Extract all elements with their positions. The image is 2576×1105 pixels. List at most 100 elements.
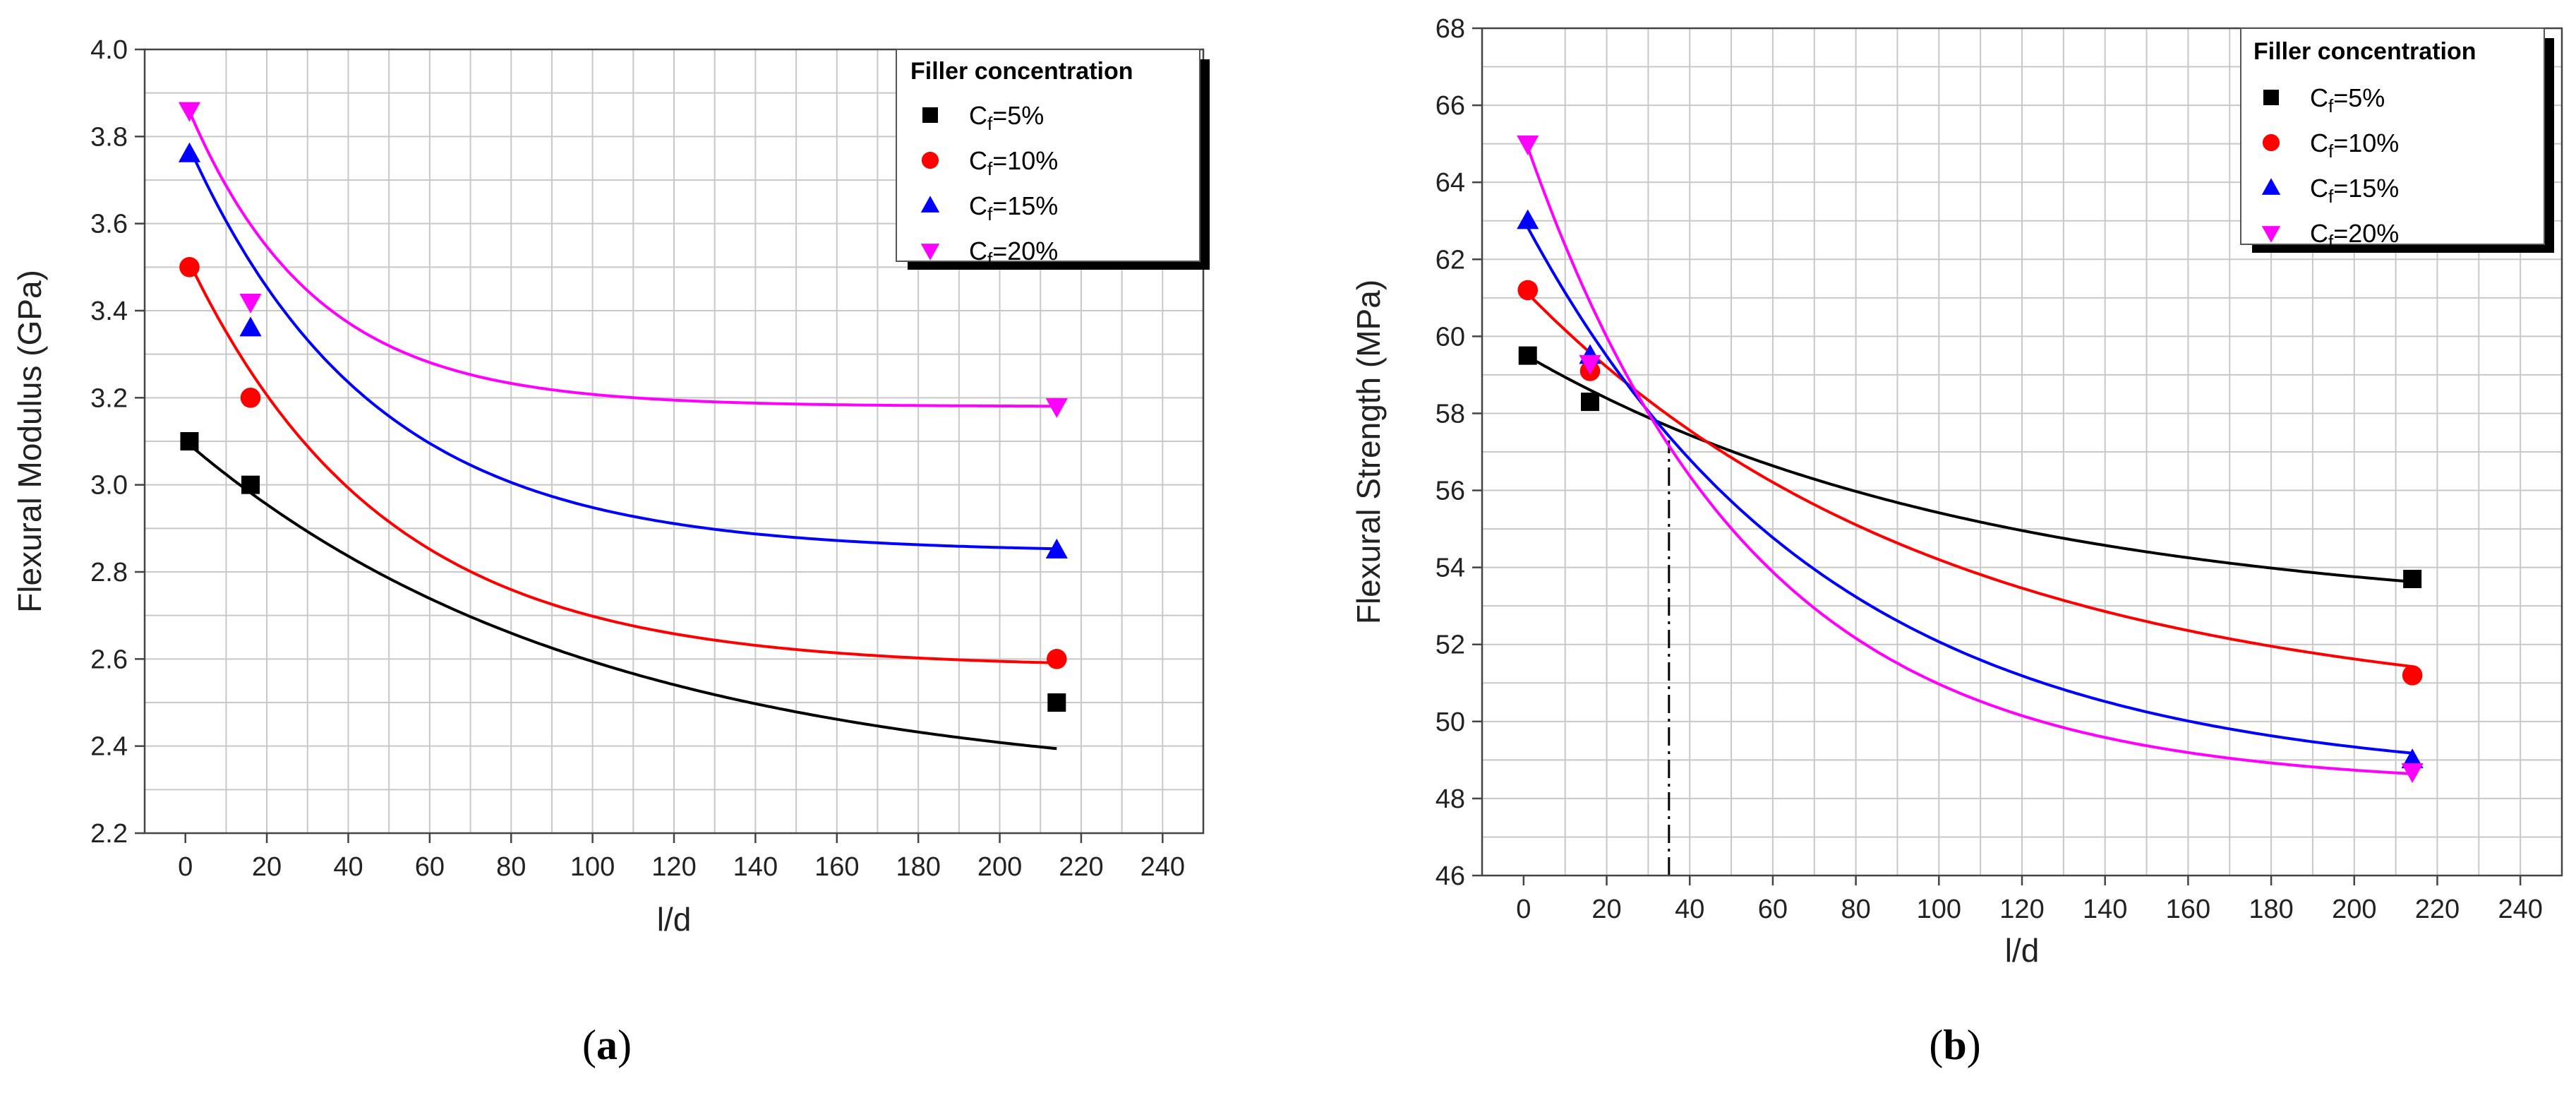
x-tick-label: 80 — [496, 852, 526, 882]
fit-curve-cf5 — [1527, 355, 2413, 583]
y-tick-label: 52 — [1436, 631, 1465, 660]
axes-a — [135, 48, 1205, 843]
x-tick-label: 120 — [1999, 895, 2044, 924]
x-tick-labels-a: 0 20 40 60 80 100 120 140 160 180 200 220 240 — [178, 852, 1185, 882]
data-point — [1045, 398, 1068, 418]
data-point — [2402, 665, 2423, 686]
x-tick-label: 120 — [651, 852, 696, 882]
x-tick-label: 240 — [1140, 852, 1185, 882]
legend-label: Cf=15% — [2310, 174, 2399, 207]
x-tick-label: 220 — [1059, 852, 1103, 882]
x-tick-label: 0 — [178, 852, 193, 882]
y-tick-label: 2.8 — [90, 558, 128, 587]
chart-b: 0 20 40 60 80 100 120 140 160 180 200 220 240 46 48 50… — [1350, 14, 2563, 969]
y-tick-label: 56 — [1436, 477, 1465, 506]
fit-curves-a — [188, 110, 1057, 751]
data-point — [1517, 135, 1539, 155]
x-tick-label: 160 — [814, 852, 859, 882]
fit-curve-cf15 — [188, 147, 1057, 551]
data-point — [240, 388, 261, 408]
data-point — [1047, 693, 1066, 712]
x-tick-label: 200 — [2332, 895, 2376, 924]
legend-title-a: Filler concentration — [910, 58, 1133, 85]
legend-marker — [2263, 90, 2279, 105]
x-tick-label: 220 — [2415, 895, 2460, 924]
y-tick-labels-b: 46 48 50 52 54 56 58 60 62 64 66 68 — [1436, 14, 1465, 891]
legend-items-a: Cf=5% Cf=10% Cf=15% Cf=20% — [920, 101, 1058, 270]
x-tick-label: 180 — [896, 852, 940, 882]
caption-a-open: ( — [582, 1022, 596, 1068]
legend-box-b — [2240, 28, 2545, 245]
x-tick-label: 140 — [2083, 895, 2127, 924]
y-tick-label: 4.0 — [90, 35, 128, 65]
legend-box-a — [896, 49, 1200, 262]
data-point — [2401, 763, 2424, 783]
legend-label: Cf=5% — [969, 101, 1044, 134]
y-axis-label-a: Flexural Modulus (GPa) — [11, 270, 48, 613]
x-tick-label: 0 — [1516, 895, 1531, 924]
legend-label: Cf=10% — [2310, 129, 2399, 162]
y-tick-label: 66 — [1436, 91, 1465, 121]
legend-label: Cf=20% — [2310, 219, 2399, 252]
legend-label: Cf=5% — [2310, 83, 2385, 117]
y-tick-label: 3.6 — [90, 210, 128, 239]
x-tick-label: 100 — [1917, 895, 1961, 924]
fit-curve-cf10 — [188, 262, 1057, 664]
legend-marker — [2261, 226, 2281, 243]
y-tick-label: 46 — [1436, 861, 1465, 891]
y-tick-label: 2.6 — [90, 645, 128, 674]
x-tick-label: 20 — [1591, 895, 1621, 924]
y-axis-label-b: Flexural Strength (MPa) — [1350, 280, 1387, 624]
axes-b — [1472, 27, 2563, 885]
x-tick-label: 100 — [570, 852, 615, 882]
legend-marker — [921, 151, 939, 169]
x-tick-label: 200 — [977, 852, 1022, 882]
data-point — [1517, 280, 1539, 301]
fit-curve-cf10 — [1527, 292, 2413, 668]
y-tick-label: 3.4 — [90, 297, 128, 326]
x-tick-labels-b: 0 20 40 60 80 100 120 140 160 180 200 220 240 — [1516, 895, 2543, 924]
x-tick-label: 20 — [252, 852, 282, 882]
legend-marker — [920, 244, 940, 261]
x-tick-label: 140 — [733, 852, 778, 882]
data-points-a — [178, 102, 1068, 712]
legend-label: Cf=15% — [969, 191, 1058, 225]
fit-curve-cf20 — [188, 110, 1057, 408]
y-tick-label: 60 — [1436, 322, 1465, 352]
data-point — [180, 432, 199, 450]
chart-a: 0 20 40 60 80 100 120 140 160 180 200 220 240 2.2 2.4… — [11, 35, 1210, 938]
legend-title-b: Filler concentration — [2253, 38, 2476, 65]
x-tick-label: 80 — [1841, 895, 1870, 924]
caption-a: (a) — [582, 1022, 632, 1068]
fit-curve-cf15 — [1526, 227, 2413, 755]
data-point — [239, 316, 262, 337]
data-point — [1579, 354, 1601, 375]
legend-b: Filler concentration Cf=5% Cf=10% Cf=15% Cf… — [2240, 28, 2554, 253]
x-tick-label: 60 — [415, 852, 445, 882]
caption-a-letter: a — [596, 1022, 618, 1068]
legend-marker — [2262, 133, 2280, 152]
fit-curves-b — [1526, 146, 2413, 775]
legend-label: Cf=20% — [969, 237, 1058, 270]
legend-marker — [922, 107, 938, 123]
data-point — [2403, 570, 2422, 588]
y-tick-label: 3.0 — [90, 471, 128, 501]
x-tick-label: 40 — [1675, 895, 1704, 924]
data-point — [179, 257, 200, 277]
y-tick-label: 68 — [1436, 14, 1465, 44]
x-axis-label-b: l/d — [2005, 932, 2040, 969]
x-tick-label: 160 — [2166, 895, 2210, 924]
y-tick-label: 54 — [1436, 554, 1465, 583]
data-point — [239, 293, 262, 313]
caption-b-open: ( — [1929, 1022, 1943, 1068]
x-axis-label-a: l/d — [657, 901, 692, 938]
legend-marker — [2261, 178, 2281, 195]
y-tick-labels-a: 2.2 2.4 2.6 2.8 3.0 3.2 3.4 3.6 3.8 4.0 — [90, 35, 128, 849]
caption-b-letter: b — [1943, 1022, 1966, 1068]
x-tick-label: 60 — [1758, 895, 1788, 924]
data-point — [1517, 209, 1539, 229]
y-tick-label: 64 — [1436, 168, 1465, 198]
y-tick-label: 2.2 — [90, 819, 128, 849]
